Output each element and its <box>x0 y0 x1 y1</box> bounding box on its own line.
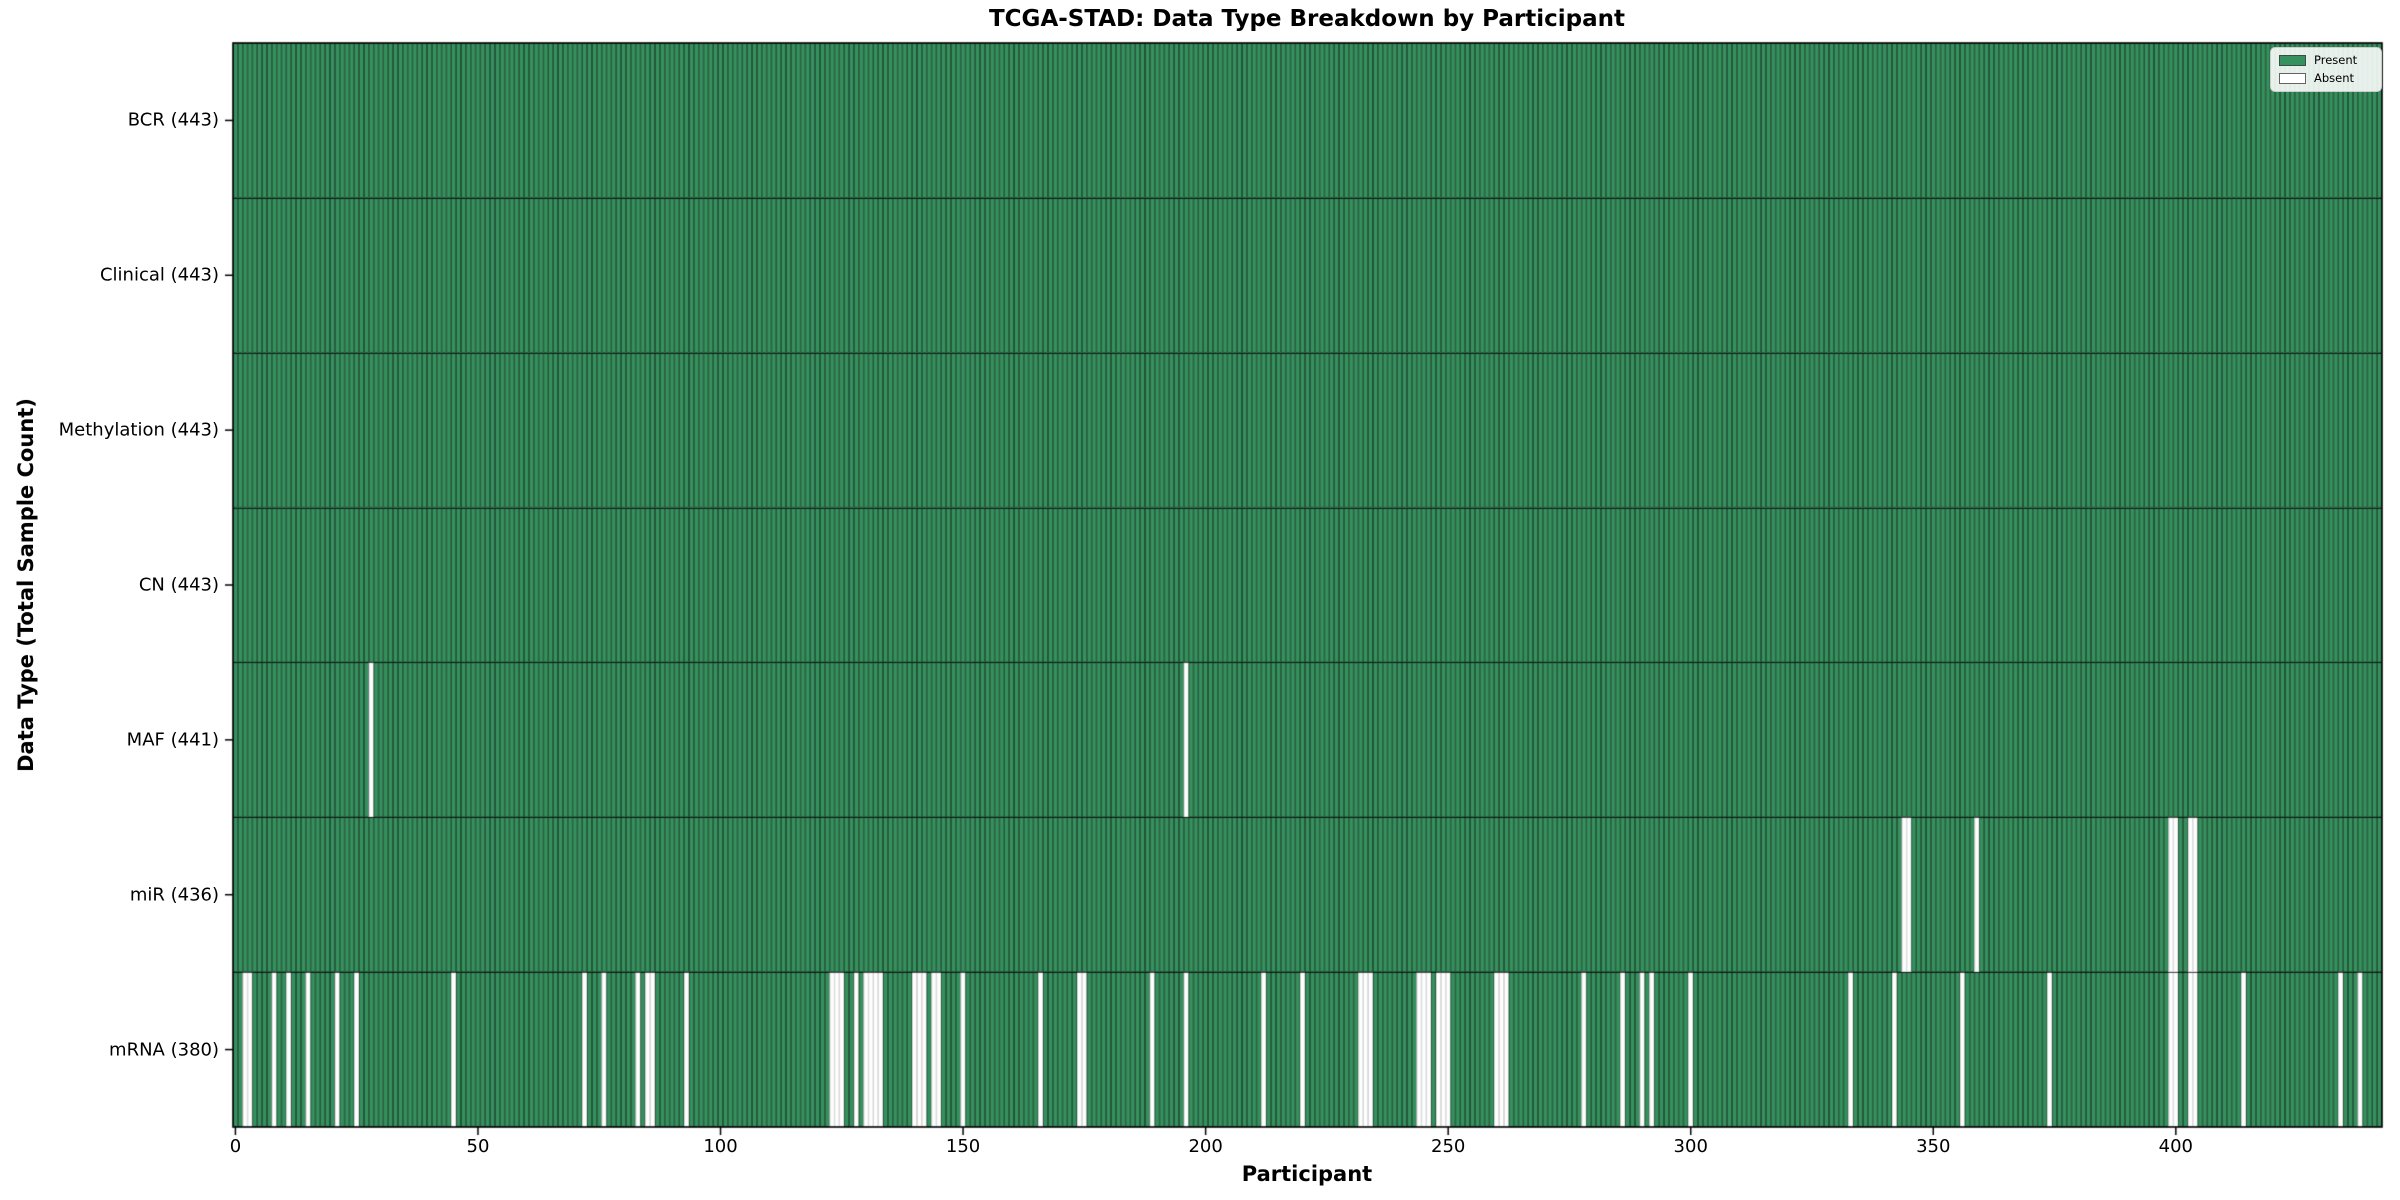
y-tick-label-MAF: MAF (441) <box>126 729 219 751</box>
y-tick-label-Methylation: Methylation (443) <box>58 419 219 441</box>
y-tick-label-CN: CN (443) <box>138 574 219 596</box>
x-tick-label-300: 300 <box>1673 1136 1708 1157</box>
x-tick-label-50: 50 <box>466 1136 490 1157</box>
legend-present-label: Present <box>2314 53 2358 67</box>
legend: Present Absent <box>2270 47 2382 92</box>
legend-absent-swatch <box>2279 73 2306 84</box>
x-axis-label: Participant <box>1241 1162 1373 1186</box>
x-tick-label-200: 200 <box>1188 1136 1223 1157</box>
y-tick-label-mRNA: mRNA (380) <box>109 1039 219 1061</box>
legend-absent-label: Absent <box>2314 71 2355 85</box>
y-tick-label-miR: miR (436) <box>129 884 219 906</box>
x-tick-label-350: 350 <box>1916 1136 1951 1157</box>
x-tick-label-150: 150 <box>945 1136 981 1157</box>
legend-item-present: Present <box>2279 54 2373 67</box>
x-tick-label-0: 0 <box>229 1136 242 1157</box>
y-tick-label-BCR: BCR (443) <box>127 109 219 131</box>
y-tick-label-Clinical: Clinical (443) <box>99 264 219 286</box>
x-tick-label-100: 100 <box>703 1136 738 1157</box>
legend-present-swatch <box>2279 55 2306 66</box>
legend-item-absent: Absent <box>2279 72 2373 85</box>
x-tick-label-400: 400 <box>2158 1136 2194 1157</box>
x-tick-label-250: 250 <box>1430 1136 1466 1157</box>
chart-title: TCGA-STAD: Data Type Breakdown by Partic… <box>988 6 1626 32</box>
